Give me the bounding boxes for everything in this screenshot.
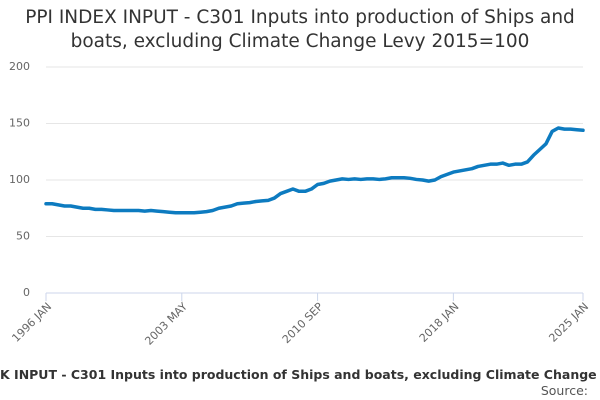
y-tick-label: 150 <box>9 117 30 130</box>
chart-title: PPI INDEX INPUT - C301 Inputs into produ… <box>25 7 575 52</box>
y-tick-label: 0 <box>23 286 30 299</box>
caption: K INPUT - C301 Inputs into production of… <box>0 367 600 382</box>
x-tick-label: 1996 JAN <box>9 300 54 345</box>
source: Source: <box>540 383 588 398</box>
y-tick-label: 200 <box>9 60 30 73</box>
x-tick-label: 2025 JAN <box>546 300 591 345</box>
y-tick-label: 50 <box>16 230 30 243</box>
x-tick-label: 2018 JAN <box>417 300 462 345</box>
x-tick-label: 2003 MAY <box>142 300 190 348</box>
series-line <box>44 126 585 215</box>
y-tick-label: 100 <box>9 173 30 186</box>
x-tick-label: 2010 SEP <box>280 300 326 346</box>
